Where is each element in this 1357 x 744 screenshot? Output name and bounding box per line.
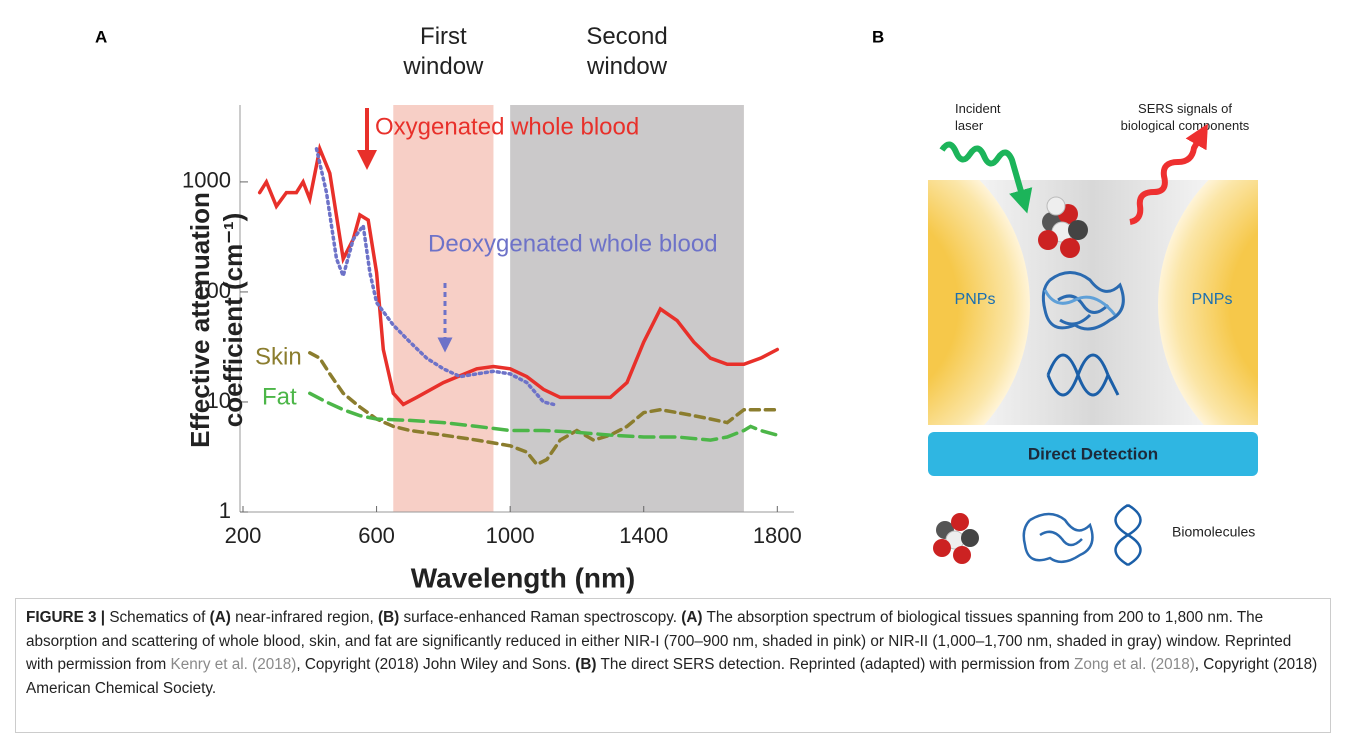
x-axis-label: Wavelength (nm) xyxy=(411,562,636,593)
citation-link[interactable]: Kenry et al. (2018) xyxy=(170,656,297,673)
particle-label: PNPs xyxy=(1192,291,1233,308)
molecule xyxy=(1038,196,1088,258)
window-label: First window xyxy=(402,23,484,80)
incident-arrow xyxy=(939,141,1033,214)
series-label: Oxygenated whole blood xyxy=(375,113,639,140)
window-label-line: window xyxy=(586,53,668,80)
x-tick-label: 1000 xyxy=(486,523,535,548)
window-label-line: First xyxy=(420,23,467,50)
series-line xyxy=(308,391,780,442)
series-label: Skin xyxy=(255,343,302,370)
series-label: Fat xyxy=(262,383,297,410)
x-tick-label: 1800 xyxy=(753,523,802,548)
y-axis-label-line: Effective attenuation xyxy=(185,192,215,448)
panel-label: B xyxy=(872,27,884,46)
window-label: Second window xyxy=(586,23,668,80)
caption: FIGURE 3 | Schematics of (A) near-infrar… xyxy=(15,598,1331,733)
dna xyxy=(1046,353,1120,397)
series-line xyxy=(308,351,780,467)
x-tick-label: 600 xyxy=(358,523,395,548)
chart-a: First window Second window 1 10 100 1000 200 600 1… xyxy=(182,23,802,593)
caption-text: Schematics of xyxy=(109,609,210,626)
figure: A B First window Second window 1 10 100 1000 200… xyxy=(95,23,1258,593)
detection-label: Direct Detection xyxy=(1028,444,1158,463)
y-tick-label: 1 xyxy=(219,498,231,523)
caption-text: , Copyright (2018) American Chemical Soc… xyxy=(26,656,1318,697)
particle xyxy=(1158,180,1258,425)
y-tick-label: 10 xyxy=(207,388,231,413)
molecule-small xyxy=(933,513,979,564)
caption-text: (A) xyxy=(209,609,231,626)
caption-text: (B) xyxy=(378,609,400,626)
incident-label: Incident laser xyxy=(955,101,1001,133)
window-label-line: window xyxy=(402,53,484,80)
protein xyxy=(1041,271,1125,331)
x-tick-label: 200 xyxy=(225,523,262,548)
signals-label: SERS signals of biological components xyxy=(1121,101,1250,133)
caption-label: FIGURE 3 | xyxy=(26,609,106,626)
y-axis-label-line: coefficient (cm⁻¹) xyxy=(218,213,248,428)
x-tick-label: 1400 xyxy=(619,523,668,548)
particle xyxy=(928,180,1030,425)
y-axis-label: Effective attenuation coefficient (cm⁻¹) xyxy=(185,192,248,448)
caption-text: (A) xyxy=(681,609,703,626)
dna-small xyxy=(1114,503,1142,567)
panel-label: A xyxy=(95,27,107,46)
signal-arrow xyxy=(1129,123,1208,225)
caption-text: near-infrared region, xyxy=(230,609,379,626)
particle-label: PNPs xyxy=(955,291,996,308)
diagram-b: PNPs PNPs Incident laser SERS signals of b… xyxy=(928,101,1258,567)
series-label: Deoxygenated whole blood xyxy=(428,230,718,257)
caption-text: surface-enhanced Raman spectroscopy. xyxy=(399,609,682,626)
window-band xyxy=(510,105,744,512)
caption-text: , Copyright (2018) John Wiley and Sons. xyxy=(296,656,576,673)
caption-text: The direct SERS detection. Reprinted (ad… xyxy=(596,656,1075,673)
window-label-line: Second xyxy=(586,23,667,50)
caption-text: The absorption spectrum of biological ti… xyxy=(26,609,1292,673)
caption-text: (B) xyxy=(575,656,597,673)
protein-small xyxy=(1022,512,1094,564)
y-tick-label: 1000 xyxy=(182,168,231,193)
window-band xyxy=(393,105,494,512)
series-line xyxy=(314,147,556,407)
y-tick-label: 100 xyxy=(194,278,231,303)
detection-bar xyxy=(928,432,1258,476)
citation-link[interactable]: Zong et al. (2018) xyxy=(1074,656,1195,673)
biomolecules-label: Biomolecules xyxy=(1172,524,1255,540)
